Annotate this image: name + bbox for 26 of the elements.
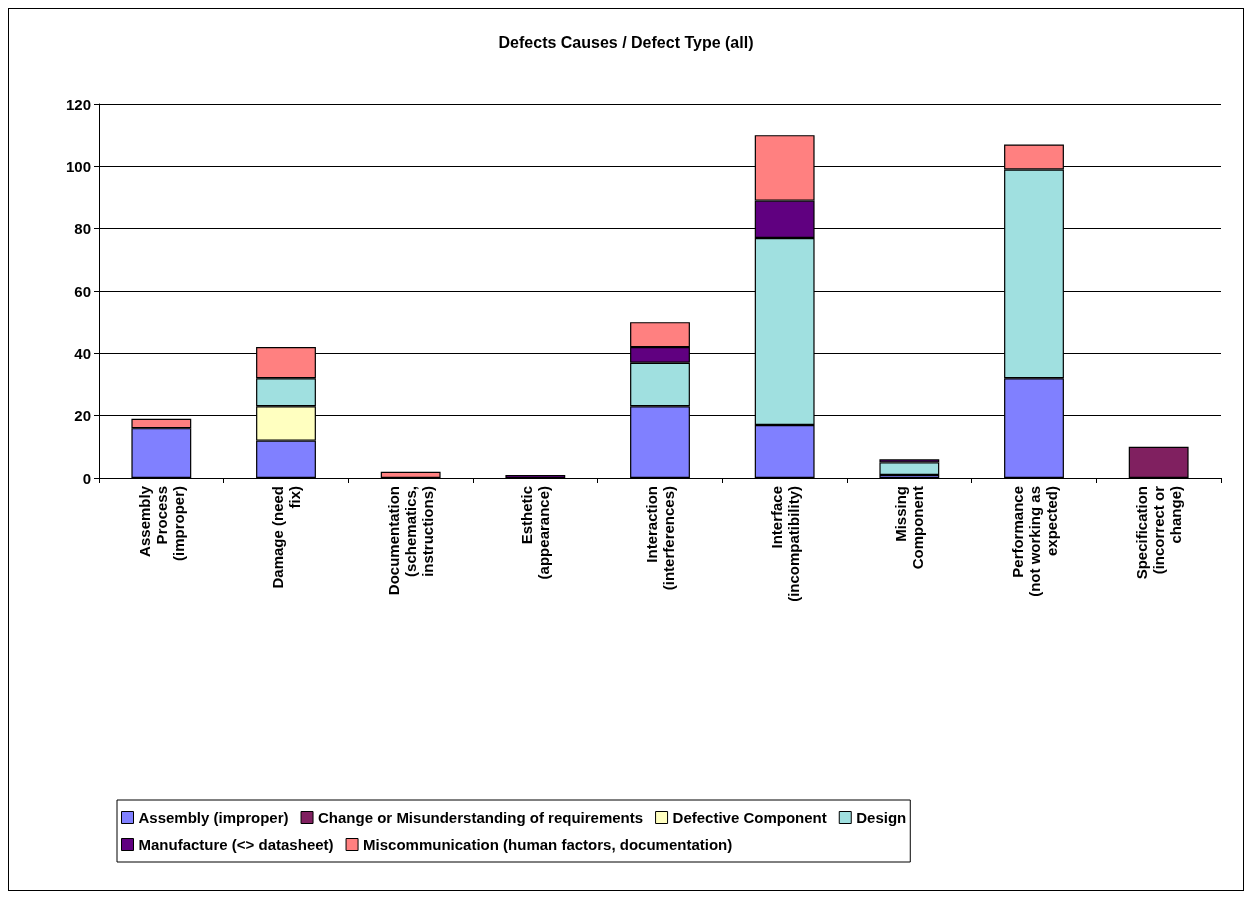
x-tick-label: Specification (incorrect or change)	[1133, 485, 1185, 580]
legend-label: Design	[856, 809, 907, 826]
x-tick-label: Interface (incompatibility)	[767, 486, 802, 602]
legend-label: Manufacture (<> datasheet)	[138, 836, 334, 853]
y-tick-label: 120	[65, 95, 91, 113]
chart-title: Defects Causes / Defect Type (all)	[498, 33, 754, 51]
y-tick-label: 80	[74, 220, 91, 238]
y-tick-label: 20	[74, 407, 91, 425]
x-tick-label: Performance (not working as expected)	[1008, 486, 1060, 597]
y-tick-label: 100	[65, 157, 91, 175]
bar	[879, 462, 940, 475]
legend-label: Miscommunication (human factors, documentation)	[363, 836, 733, 853]
bar	[380, 471, 441, 478]
x-tick-label: Missing Component	[892, 486, 927, 570]
x-tick-label: Esthetic (appearance)	[518, 486, 553, 580]
legend-label: Change or Misunderstanding of requirements	[318, 809, 644, 826]
x-tick-label: Assembly Process (improper)	[135, 485, 187, 561]
legend-label: Defective Component	[672, 809, 827, 826]
y-tick-label: 60	[74, 282, 91, 300]
bar	[1128, 446, 1189, 478]
y-tick-label: 40	[74, 344, 91, 362]
y-tick-label: 0	[82, 469, 91, 487]
x-tick-label: Damage (need fix)	[269, 486, 303, 589]
x-tick-label: Documentation (schematics, instructions)	[385, 486, 437, 596]
x-tick-label: Interaction (interferences)	[643, 486, 677, 591]
legend-label: Assembly (improper)	[138, 809, 289, 826]
